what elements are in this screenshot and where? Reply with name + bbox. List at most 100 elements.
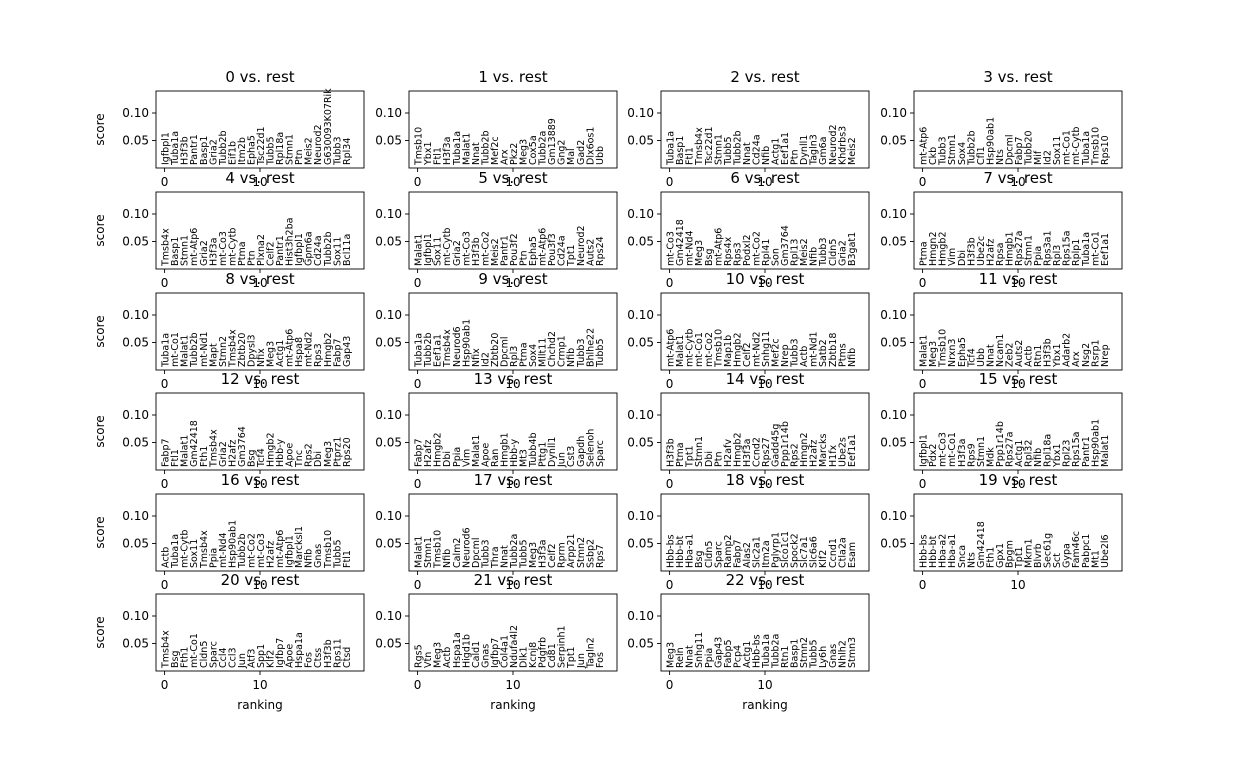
gene-label: Eif1b [227,141,238,165]
gene-label: Gria2 [218,441,229,467]
x-tick-label: 10 [505,578,520,592]
gene-label: Rprm [557,542,568,568]
gene-label: Celf2 [742,342,753,367]
gene-label: Stmn1 [423,537,434,568]
gene-label: Hmgn2 [928,232,939,267]
gene-label: Tubb2b [237,533,248,569]
gene-label: Tubb2a [771,634,782,669]
gene-label: Ftl1 [433,147,444,165]
panel-title: 9 vs. rest [478,270,547,288]
x-tick-label: 10 [757,678,772,692]
gene-label: Pttg1 [538,442,549,467]
gene-label: Hba-a1 [947,534,958,568]
gene-label: Meg3 [528,542,539,568]
gene-label: Fos [595,652,606,668]
gene-label: Rpl13 [790,239,801,266]
panel-title: 17 vs. rest [474,471,553,489]
panel-title: 22 vs. rest [726,571,805,589]
gene-label: Map1b [723,335,734,367]
gene-label: Reln [675,647,686,668]
x-tick-label: 0 [414,276,422,290]
gene-label: mt-Atp6 [666,329,677,367]
gene-label: Tubb2b [732,130,743,166]
gene-label: Hsp90ab1 [985,117,996,165]
gene-label: Eef1a1 [433,334,444,367]
gene-label: Neurod2 [828,124,839,165]
gene-label: Meg3 [519,139,530,165]
gene-label: H2afv [723,439,734,467]
gene-label: Tmsb4x [442,329,453,368]
gene-label: Nhlh2 [837,640,848,668]
gene-label: Pglyrp1 [771,532,782,568]
y-tick-label: 0.10 [375,207,402,221]
gene-label: Tubb3 [480,540,491,570]
gene-label: Tubb5 [519,540,530,570]
gene-label: Actg1 [742,641,753,668]
gene-label: mt-Atp6 [713,228,724,266]
gene-label: Apoe [285,443,296,467]
y-axis-label: score [93,113,107,145]
gene-label: Khdrbs3 [837,126,848,165]
gene-label: Ptn [790,150,801,165]
gene-label: Tmsb4x [227,329,238,368]
gene-label: mt-Nd2 [751,331,762,367]
gene-label: Tagln2 [585,637,596,669]
gene-label: Fabp7 [414,438,425,467]
gene-label: mt-Co2 [704,332,715,367]
gene-label: Son [771,248,782,266]
gene-label: Adarb2 [1062,333,1073,367]
gene-label: Hsp90ab1 [1090,419,1101,467]
gene-label: Tuba1a [170,131,181,166]
gene-label: Tmsb4x [161,630,172,669]
gene-label: Ccnd2 [751,437,762,467]
gene-label: Rpl23 [1062,440,1073,467]
gene-label: Tubb2b [480,130,491,166]
y-tick-label: 0.05 [880,235,907,249]
gene-label: Podxl2 [742,234,753,266]
panel: 15 vs. rest 0.05 0.10 0 10 Igfbpl1Pdx2mt-Co3m… [880,370,1123,491]
gene-label: Fabp5 [723,639,734,668]
gene-label: H3f3a [957,439,968,467]
gene-label: Rps24 [595,236,606,266]
x-tick-label: 10 [505,175,520,189]
gene-label: Ftl1 [685,147,696,165]
gene-label: Rps10 [1100,135,1111,165]
gene-label: Pantr1 [1081,436,1092,467]
y-tick-label: 0.05 [122,134,149,148]
gene-label: H2afz [809,440,820,467]
gene-label: Hmgb2 [938,231,949,266]
x-tick-label: 0 [666,276,674,290]
gene-label: Tmsb10 [938,329,949,368]
gene-label: mt-Cytb [1071,127,1082,165]
panel-title: 3 vs. rest [983,68,1052,86]
panel-title: 2 vs. rest [730,68,799,86]
gene-label: Ctsd [342,647,353,668]
gene-label: Sec61g [1043,533,1054,568]
gene-label: Rpl34 [342,138,353,165]
x-axis-label: ranking [742,698,787,712]
panel-title: 14 vs. rest [726,370,805,388]
gene-label: Ube2s [837,437,848,467]
gene-label: Tmsb10 [713,329,724,368]
gene-label: Tubb2b [218,130,229,166]
gene-label: Nfib [304,549,315,568]
gene-label: Pantr1 [499,235,510,266]
gene-label: Mef2c [771,338,782,367]
gene-label: Igfbpl1 [423,233,434,266]
gene-label: Ptma [237,241,248,266]
y-tick-label: 0.10 [880,106,907,120]
x-tick-label: 10 [757,377,772,391]
gene-label: Gypa [1062,543,1073,568]
gene-label: Cfl1 [976,146,987,165]
panel-title: 13 vs. rest [474,370,553,388]
x-tick-label: 0 [666,678,674,692]
gene-label: Bsg [704,249,715,267]
y-tick-label: 0.05 [627,637,654,651]
gene-label: Ube2l6 [1100,534,1111,568]
gene-label: Ubb [976,348,987,367]
gene-label: Gpm6a [304,231,315,266]
gene-label: mt-Co1 [1062,130,1073,165]
gene-label: Apoe [285,644,296,668]
panel-title: 8 vs. rest [225,270,294,288]
y-tick-label: 0.10 [375,509,402,523]
